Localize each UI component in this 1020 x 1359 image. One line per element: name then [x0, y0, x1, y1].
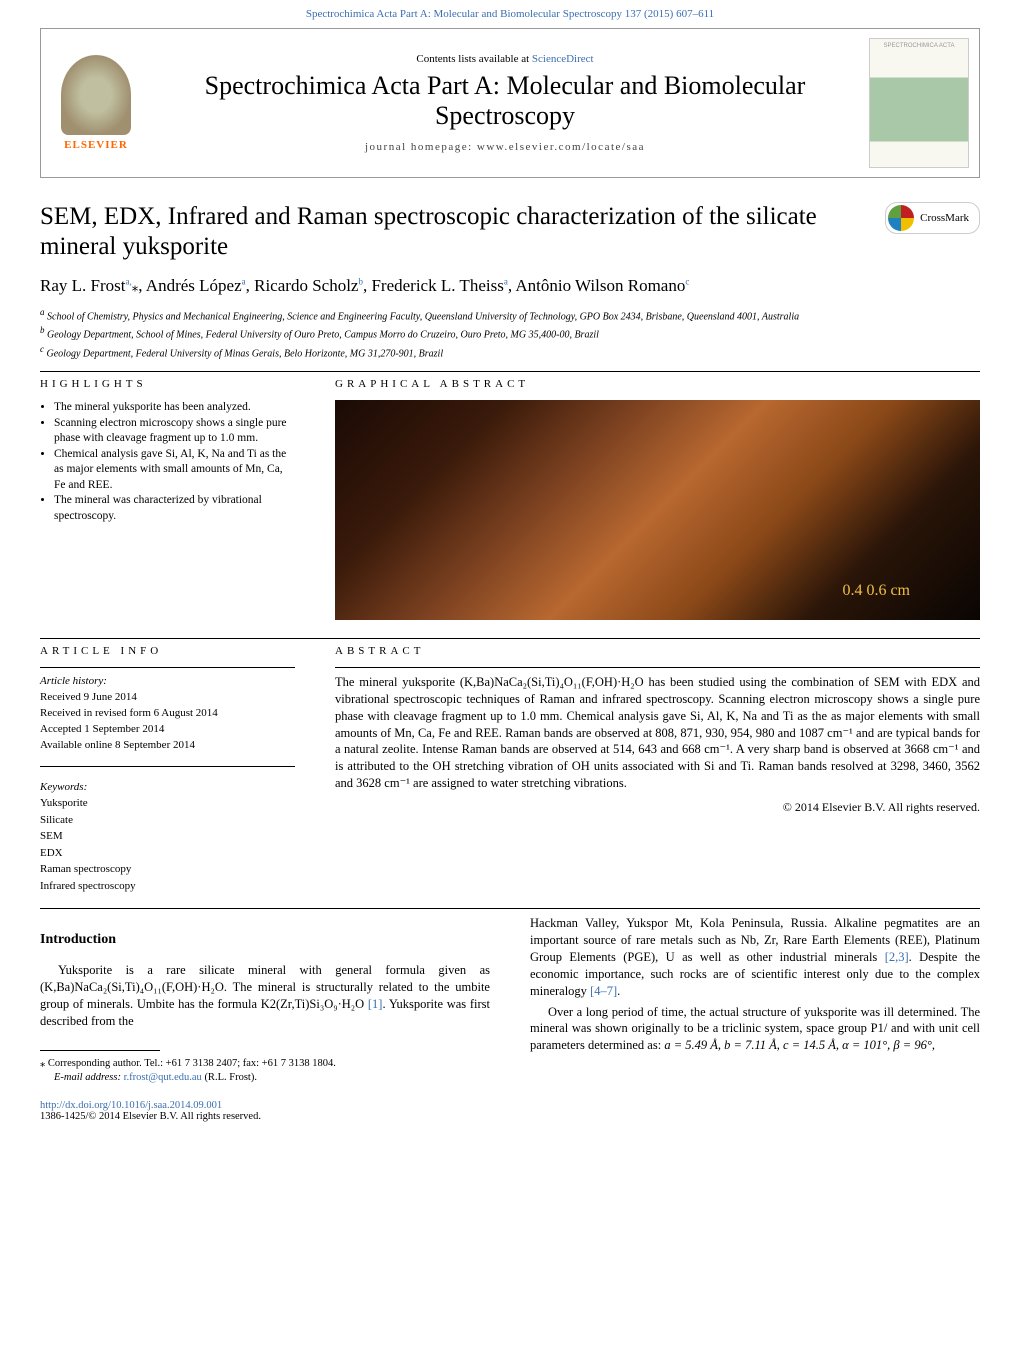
header-center: Contents lists available at ScienceDirec…	[141, 53, 869, 153]
elsevier-tree-icon	[61, 55, 131, 135]
doi-link[interactable]: http://dx.doi.org/10.1016/j.saa.2014.09.…	[40, 1100, 222, 1111]
author-list: Ray L. Frosta,⁎, Andrés Lópeza, Ricardo …	[40, 276, 980, 296]
affiliations: a School of Chemistry, Physics and Mecha…	[40, 306, 980, 361]
keywords: Keywords: Yuksporite Silicate SEM EDX Ra…	[40, 779, 295, 895]
author-email-link[interactable]: r.frost@qut.edu.au	[124, 1072, 202, 1083]
abstract-heading: ABSTRACT	[335, 645, 980, 657]
corresponding-author-note: ⁎ Corresponding author. Tel.: +61 7 3138…	[40, 1057, 490, 1086]
graphical-abstract-heading: GRAPHICAL ABSTRACT	[335, 378, 980, 390]
intro-right-column: Hackman Valley, Yukspor Mt, Kola Peninsu…	[530, 915, 980, 1086]
highlight-item: The mineral was characterized by vibrati…	[54, 493, 295, 524]
highlight-item: The mineral yuksporite has been analyzed…	[54, 400, 295, 416]
citation-line: Spectrochimica Acta Part A: Molecular an…	[0, 0, 1020, 24]
highlights-list: The mineral yuksporite has been analyzed…	[40, 400, 295, 524]
footnote-divider	[40, 1050, 160, 1051]
article-info-heading: ARTICLE INFO	[40, 645, 295, 657]
sciencedirect-link[interactable]: ScienceDirect	[532, 53, 594, 65]
abstract-text: The mineral yuksporite (K,Ba)NaCa₂(Si,Ti…	[335, 674, 980, 792]
crossmark-label: CrossMark	[920, 212, 969, 224]
article-title: SEM, EDX, Infrared and Raman spectroscop…	[40, 202, 865, 262]
highlight-item: Chemical analysis gave Si, Al, K, Na and…	[54, 447, 295, 494]
reference-link[interactable]: [4–7]	[590, 984, 617, 998]
crossmark-badge[interactable]: CrossMark	[885, 202, 980, 234]
journal-header: ELSEVIER Contents lists available at Sci…	[40, 28, 980, 178]
journal-cover: SPECTROCHIMICA ACTA	[869, 38, 969, 168]
divider	[40, 908, 980, 909]
crossmark-icon	[888, 205, 914, 231]
reference-link[interactable]: [1]	[368, 997, 383, 1011]
scale-bar: 0.4 0.6 cm	[842, 582, 910, 600]
elsevier-label: ELSEVIER	[64, 139, 128, 151]
reference-link[interactable]: [2,3]	[885, 950, 909, 964]
contents-label: Contents lists available at	[416, 53, 531, 65]
journal-homepage: journal homepage: www.elsevier.com/locat…	[141, 141, 869, 153]
highlight-item: Scanning electron microscopy shows a sin…	[54, 416, 295, 447]
intro-left-column: Introduction Yuksporite is a rare silica…	[40, 915, 490, 1086]
abstract-copyright: © 2014 Elsevier B.V. All rights reserved…	[335, 800, 980, 815]
homepage-url[interactable]: www.elsevier.com/locate/saa	[477, 141, 645, 153]
page-footer: http://dx.doi.org/10.1016/j.saa.2014.09.…	[0, 1086, 1020, 1142]
graphical-abstract-image: 0.4 0.6 cm	[335, 400, 980, 620]
highlights-heading: HIGHLIGHTS	[40, 378, 295, 390]
divider	[40, 766, 295, 767]
elsevier-logo: ELSEVIER	[51, 43, 141, 163]
divider	[40, 638, 980, 639]
divider	[335, 667, 980, 668]
article-history: Article history: Received 9 June 2014 Re…	[40, 674, 295, 754]
introduction-heading: Introduction	[40, 931, 490, 950]
divider	[40, 371, 980, 372]
issn-line: 1386-1425/© 2014 Elsevier B.V. All right…	[40, 1111, 980, 1122]
contents-list: Contents lists available at ScienceDirec…	[141, 53, 869, 65]
journal-name: Spectrochimica Acta Part A: Molecular an…	[141, 71, 869, 131]
divider	[40, 667, 295, 668]
